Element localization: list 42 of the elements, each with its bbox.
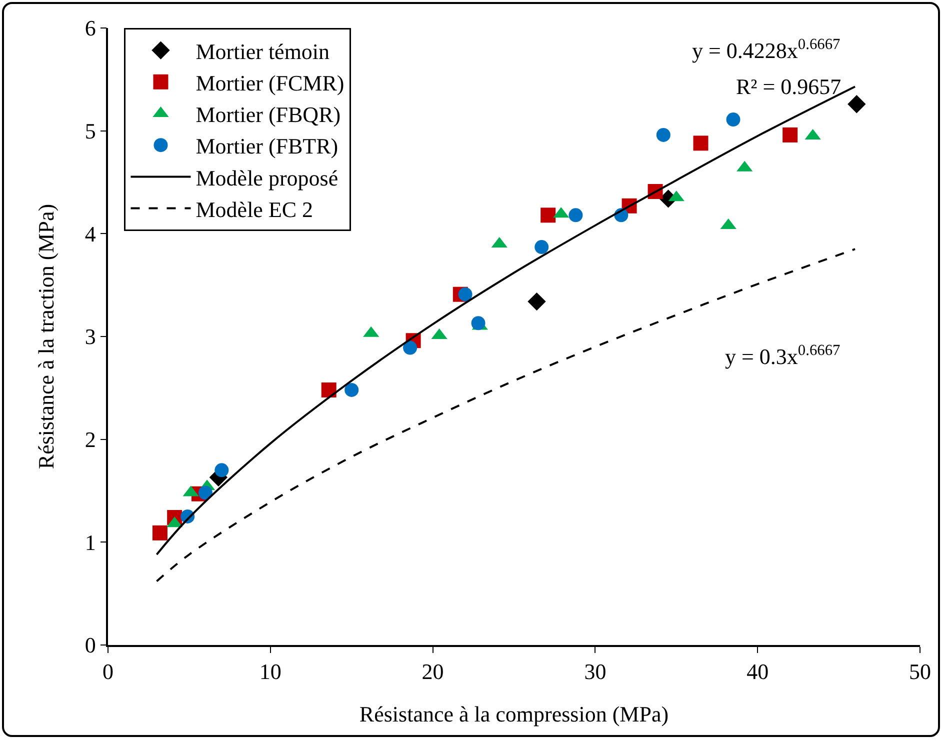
point [214, 463, 229, 478]
y-axis-title: Résistance à la traction (MPa) [34, 204, 58, 470]
point [534, 240, 549, 254]
y-tick-label: 0 [84, 632, 96, 658]
x-tick-label: 10 [259, 659, 282, 684]
x-tick-label: 50 [909, 659, 931, 684]
point [568, 208, 583, 222]
y-tick-label: 3 [84, 324, 96, 350]
y-tick-label: 2 [84, 427, 96, 452]
annotation: y = 0.3x$^{0.6667}$ [725, 342, 841, 370]
x-tick-label: 40 [746, 659, 769, 684]
line-series [156, 248, 856, 582]
point [693, 136, 708, 151]
annotation: R² = 0.9657 [736, 74, 842, 99]
legend-label: Modèle EC 2 [196, 196, 314, 222]
point [782, 127, 798, 142]
y-tick-label: 6 [84, 16, 96, 41]
point [458, 287, 472, 302]
x-tick-label: 0 [102, 659, 114, 684]
legend-label: Mortier (FBQR) [196, 102, 341, 128]
point [848, 95, 866, 114]
point [198, 486, 212, 500]
point [321, 382, 336, 398]
point [344, 382, 359, 397]
legend-label: Modèle proposé [196, 165, 338, 190]
legend-label: Mortier (FBTR) [196, 134, 338, 159]
y-tick-label: 5 [84, 118, 96, 144]
x-tick-label: 30 [584, 659, 606, 684]
legend-label: Mortier témoin [196, 38, 330, 64]
annotation: y = 0.4228x$^{0.6667}$ [692, 36, 841, 64]
y-tick-label: 4 [84, 221, 96, 246]
point [540, 208, 556, 223]
point [656, 128, 670, 142]
legend-label: Mortier (FCMR) [196, 70, 344, 96]
point [152, 525, 168, 540]
point [726, 112, 740, 127]
point [471, 316, 486, 330]
point [403, 340, 418, 355]
y-tick-label: 1 [84, 530, 96, 555]
x-tick-label: 20 [422, 659, 444, 684]
point [528, 292, 546, 311]
x-axis-title: Résistance à la compression (MPa) [359, 702, 669, 726]
